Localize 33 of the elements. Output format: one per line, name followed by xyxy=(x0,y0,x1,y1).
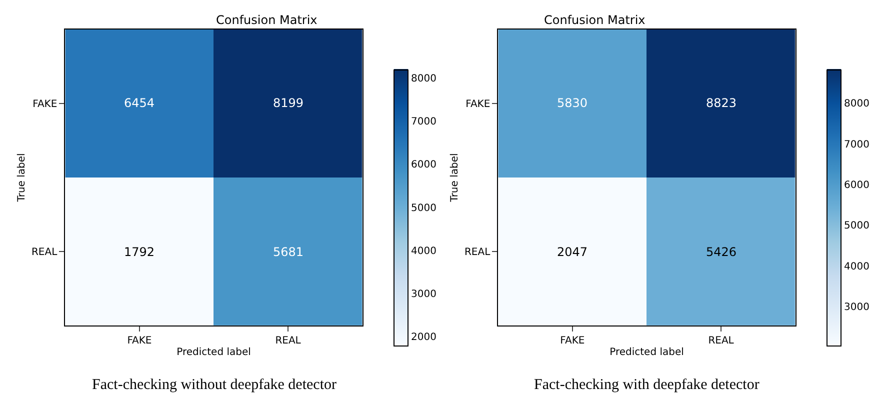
color-bar-label: 7000 xyxy=(844,139,870,150)
color-bar-label: 8000 xyxy=(844,98,870,110)
x-tick-label: REAL xyxy=(275,336,302,347)
color-bar-label: 3000 xyxy=(844,302,870,314)
y-axis-title: True label xyxy=(449,153,460,203)
color-bar-label: 6000 xyxy=(411,160,436,171)
chart-title: Confusion Matrix xyxy=(544,13,646,27)
data-label: 5681 xyxy=(273,245,304,259)
text: Fact-checking with deepfake detector xyxy=(534,377,760,393)
color-bar-label: 7000 xyxy=(411,116,436,128)
x-tick-label: FAKE xyxy=(560,336,585,347)
color-bar-label: 4000 xyxy=(844,261,870,272)
x-tick-label: REAL xyxy=(708,336,734,347)
x-axis-title: Predicted label xyxy=(176,347,251,358)
data-label: 8199 xyxy=(273,96,304,110)
x-tick-label: FAKE xyxy=(127,336,152,347)
color-bar-label: 5000 xyxy=(411,202,436,214)
data-label: 1792 xyxy=(124,245,155,259)
color-bar-label: 2000 xyxy=(411,332,436,344)
data-label: 6454 xyxy=(124,96,155,110)
color-bar-label: 5000 xyxy=(844,220,870,232)
color-bar-label: 3000 xyxy=(411,288,436,300)
data-label: 2047 xyxy=(557,245,588,259)
color-bar-label: 4000 xyxy=(411,246,436,257)
y-axis-title: True label xyxy=(16,153,28,203)
x-axis-title: Predicted label xyxy=(610,347,684,358)
text: Fact-checking without deepfake detector xyxy=(92,377,336,393)
chart-title: Confusion Matrix xyxy=(216,13,318,27)
color-bar-label: 6000 xyxy=(844,180,870,191)
color-bar-label: 8000 xyxy=(411,74,436,85)
data-label: 8823 xyxy=(706,96,737,110)
data-label: 5830 xyxy=(557,96,588,110)
data-label: 5426 xyxy=(706,245,737,259)
